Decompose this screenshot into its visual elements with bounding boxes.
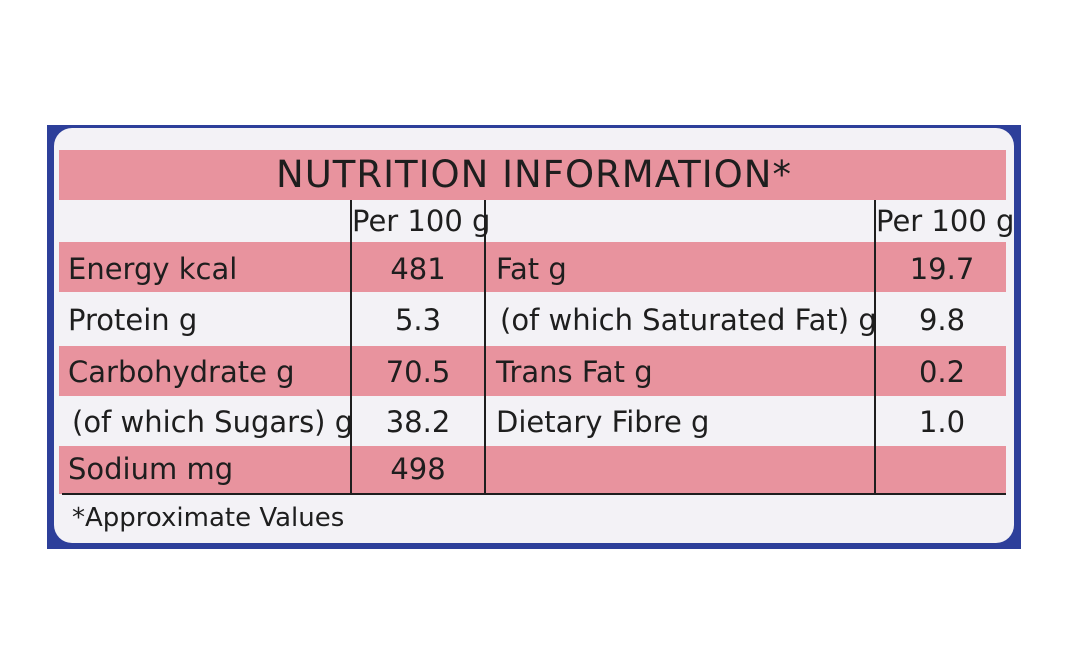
row-label: (of which Saturated Fat) g xyxy=(500,303,877,337)
row-value: 38.2 xyxy=(385,405,451,439)
divider-col-1 xyxy=(350,200,352,494)
column-header-right: Per 100 g xyxy=(876,204,1014,238)
column-header-left: Per 100 g xyxy=(352,204,491,238)
row-label: Fat g xyxy=(496,252,567,286)
row-label: (of which Sugars) g xyxy=(72,405,354,439)
row-value: 9.8 xyxy=(918,303,966,337)
row-value: 1.0 xyxy=(918,405,966,439)
row-band-5 xyxy=(59,446,1006,494)
row-value: 0.2 xyxy=(918,355,966,389)
row-label: Dietary Fibre g xyxy=(496,405,710,439)
row-label: Carbohydrate g xyxy=(68,355,295,389)
table-bottom-line xyxy=(62,493,1006,495)
row-value: 19.7 xyxy=(909,252,975,286)
row-label: Protein g xyxy=(68,303,198,337)
divider-col-2 xyxy=(484,200,486,494)
divider-col-3 xyxy=(874,200,876,494)
row-label: Trans Fat g xyxy=(496,355,653,389)
row-label: Sodium mg xyxy=(68,452,234,486)
row-value: 498 xyxy=(390,452,446,486)
footnote: *Approximate Values xyxy=(72,503,345,533)
row-band-3 xyxy=(59,346,1006,396)
row-value: 481 xyxy=(390,252,446,286)
nutrition-label: NUTRITION INFORMATION* Per 100 g Per 100… xyxy=(54,128,1014,543)
table-title: NUTRITION INFORMATION* xyxy=(276,153,792,196)
row-label: Energy kcal xyxy=(68,252,238,286)
row-value: 5.3 xyxy=(394,303,442,337)
title-band xyxy=(59,150,1006,200)
row-value: 70.5 xyxy=(385,355,451,389)
row-band-1 xyxy=(59,242,1006,292)
